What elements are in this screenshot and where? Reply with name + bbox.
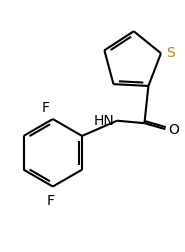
Text: HN: HN bbox=[94, 113, 115, 127]
Text: F: F bbox=[42, 101, 50, 115]
Text: O: O bbox=[168, 122, 179, 136]
Text: S: S bbox=[166, 46, 175, 60]
Text: F: F bbox=[46, 193, 54, 207]
